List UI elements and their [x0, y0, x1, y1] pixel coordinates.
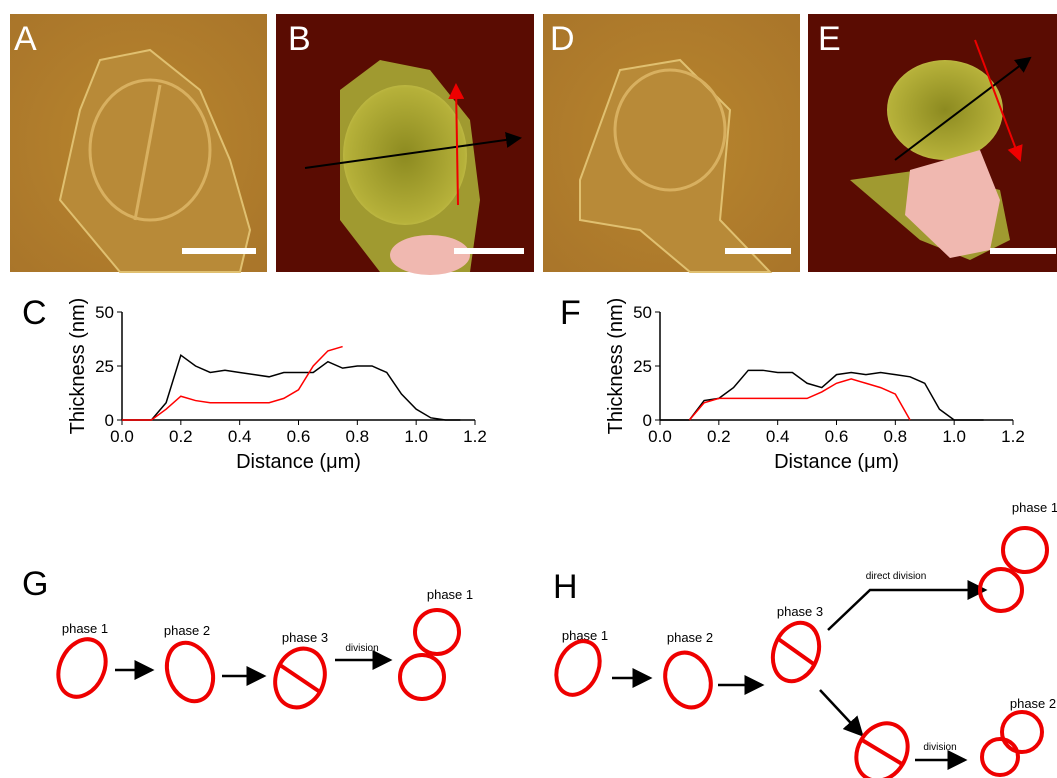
phase-label: phase 1 — [562, 628, 608, 643]
image-panel: A — [10, 14, 267, 273]
panel-letter: H — [553, 568, 578, 606]
series-line — [122, 353, 461, 421]
x-tick-label: 0.4 — [228, 427, 252, 446]
x-tick-label: 0.4 — [766, 427, 790, 446]
panel-letter: E — [818, 20, 841, 58]
x-tick-label: 0.6 — [287, 427, 311, 446]
y-axis-label: Thickness (nm) — [605, 298, 627, 435]
diagram: H phase 1 phase 2 phase 3 direct divisio… — [553, 500, 1057, 778]
phase-label: phase 1 — [427, 587, 473, 602]
arrow-label: division — [345, 643, 378, 654]
y-tick-label: 0 — [105, 411, 114, 430]
image-panel: B — [276, 14, 534, 275]
arrow-label: direct division — [866, 571, 927, 582]
panel-letter: A — [14, 20, 37, 58]
phase-label: phase 1 — [62, 621, 108, 636]
y-tick-label: 0 — [643, 411, 652, 430]
panel-letter: C — [22, 294, 47, 332]
x-tick-label: 1.0 — [404, 427, 428, 446]
y-tick-label: 25 — [633, 357, 652, 376]
phase-label: phase 3 — [282, 630, 328, 645]
series-line — [660, 369, 984, 421]
panel-letter: D — [550, 20, 575, 58]
image-panel: E — [808, 14, 1057, 272]
phase-label: phase 2 — [1010, 696, 1056, 711]
x-tick-label: 0.8 — [884, 427, 908, 446]
panel-letter: B — [288, 20, 311, 58]
series-line — [122, 345, 343, 421]
x-tick-label: 0.6 — [825, 427, 849, 446]
panel-letter: G — [22, 565, 48, 603]
x-tick-label: 0.0 — [648, 427, 672, 446]
x-axis-label: Distance (μm) — [236, 451, 361, 473]
x-tick-label: 0.8 — [346, 427, 370, 446]
x-tick-label: 0.0 — [110, 427, 134, 446]
x-tick-label: 0.2 — [169, 427, 193, 446]
phase-label: phase 1 — [1012, 500, 1057, 515]
y-axis-label: Thickness (nm) — [67, 298, 89, 435]
panel-letter: F — [560, 294, 581, 332]
phase-label: phase 3 — [777, 604, 823, 619]
phase-label: phase 2 — [164, 623, 210, 638]
y-tick-label: 50 — [95, 303, 114, 322]
y-tick-label: 25 — [95, 357, 114, 376]
series-line — [688, 378, 911, 421]
x-axis-label: Distance (μm) — [774, 451, 899, 473]
diagram: G phase 1 phase 2 phase 3 division phase… — [22, 565, 473, 710]
arrow-label: division — [923, 742, 956, 753]
x-tick-label: 1.2 — [1001, 427, 1025, 446]
x-tick-label: 0.2 — [707, 427, 731, 446]
phase-label: phase 2 — [667, 630, 713, 645]
y-tick-label: 50 — [633, 303, 652, 322]
x-tick-label: 1.0 — [942, 427, 966, 446]
image-panel: D — [543, 14, 800, 273]
x-tick-label: 1.2 — [463, 427, 487, 446]
